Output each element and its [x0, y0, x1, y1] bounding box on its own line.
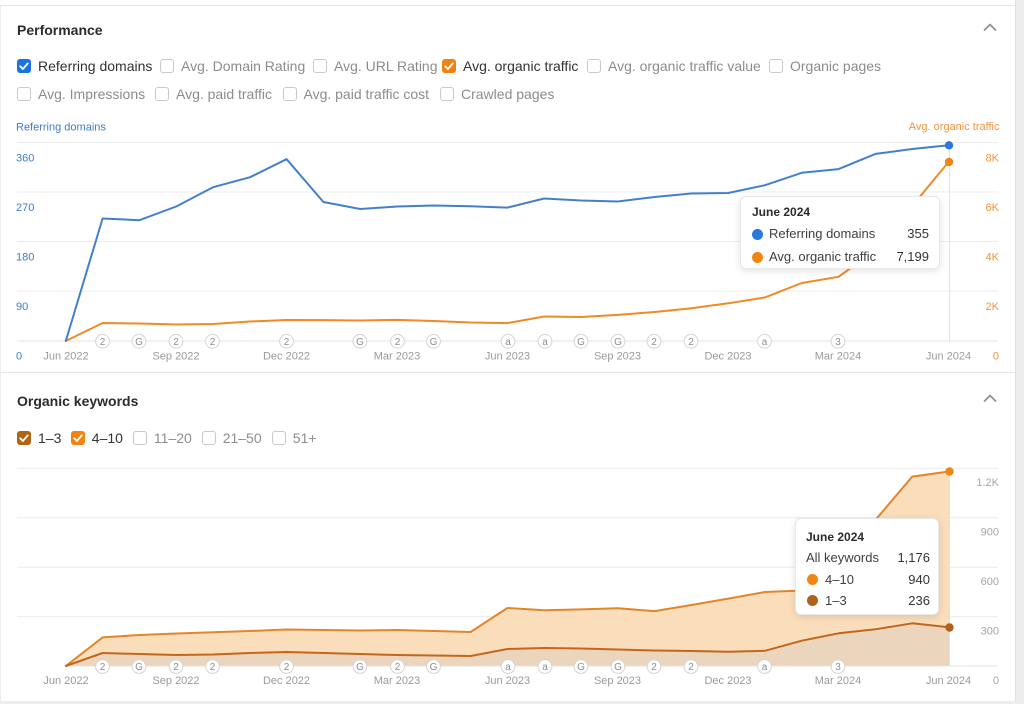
- svg-text:a: a: [542, 337, 548, 348]
- svg-text:Mar 2024: Mar 2024: [815, 351, 861, 363]
- svg-text:0: 0: [993, 351, 999, 363]
- svg-text:0: 0: [993, 675, 999, 687]
- svg-text:2: 2: [210, 337, 216, 348]
- svg-text:900: 900: [981, 527, 999, 539]
- svg-text:600: 600: [981, 576, 999, 588]
- svg-text:Referring domains: Referring domains: [16, 122, 106, 134]
- svg-text:a: a: [505, 662, 511, 673]
- svg-text:2: 2: [284, 337, 290, 348]
- svg-text:2: 2: [651, 662, 657, 673]
- svg-text:2K: 2K: [986, 301, 1000, 313]
- svg-text:Sep 2022: Sep 2022: [152, 675, 199, 687]
- svg-text:Sep 2022: Sep 2022: [152, 351, 199, 363]
- svg-text:2: 2: [395, 662, 401, 673]
- svg-text:a: a: [505, 337, 511, 348]
- svg-text:G: G: [430, 337, 438, 348]
- svg-text:6K: 6K: [986, 202, 1000, 214]
- svg-text:8K: 8K: [986, 153, 1000, 165]
- svg-text:Jun 2023: Jun 2023: [485, 351, 530, 363]
- svg-text:a: a: [542, 662, 548, 673]
- svg-text:Sep 2023: Sep 2023: [594, 675, 641, 687]
- svg-text:2: 2: [100, 337, 106, 348]
- svg-text:2: 2: [395, 337, 401, 348]
- svg-text:270: 270: [16, 202, 34, 214]
- svg-text:2: 2: [688, 662, 694, 673]
- svg-text:Mar 2023: Mar 2023: [374, 675, 420, 687]
- svg-text:360: 360: [16, 153, 34, 165]
- svg-text:Dec 2023: Dec 2023: [704, 351, 751, 363]
- svg-text:G: G: [614, 662, 622, 673]
- svg-text:1.2K: 1.2K: [976, 477, 999, 489]
- svg-text:a: a: [762, 662, 768, 673]
- svg-text:Jun 2022: Jun 2022: [43, 675, 88, 687]
- svg-text:180: 180: [16, 252, 34, 264]
- svg-text:0: 0: [16, 351, 22, 363]
- svg-text:a: a: [762, 337, 768, 348]
- svg-text:2: 2: [284, 662, 290, 673]
- svg-text:Mar 2024: Mar 2024: [815, 675, 861, 687]
- svg-text:2: 2: [100, 662, 106, 673]
- svg-text:G: G: [614, 337, 622, 348]
- svg-text:Jun 2023: Jun 2023: [485, 675, 530, 687]
- svg-text:G: G: [430, 662, 438, 673]
- svg-text:2: 2: [210, 662, 216, 673]
- svg-text:2: 2: [173, 337, 179, 348]
- svg-text:G: G: [577, 662, 585, 673]
- svg-text:4K: 4K: [986, 252, 1000, 264]
- svg-text:90: 90: [16, 301, 28, 313]
- svg-text:2: 2: [688, 337, 694, 348]
- svg-text:3: 3: [835, 662, 841, 673]
- svg-text:Dec 2022: Dec 2022: [263, 351, 310, 363]
- svg-text:G: G: [135, 662, 143, 673]
- svg-text:Jun 2022: Jun 2022: [43, 351, 88, 363]
- svg-text:G: G: [577, 337, 585, 348]
- svg-text:G: G: [135, 337, 143, 348]
- svg-text:Avg. organic traffic: Avg. organic traffic: [909, 121, 1000, 133]
- svg-text:Dec 2022: Dec 2022: [263, 675, 310, 687]
- svg-text:2: 2: [651, 337, 657, 348]
- svg-text:300: 300: [981, 626, 999, 638]
- svg-text:Dec 2023: Dec 2023: [704, 675, 751, 687]
- svg-text:G: G: [356, 337, 364, 348]
- svg-text:2: 2: [173, 662, 179, 673]
- svg-text:Sep 2023: Sep 2023: [594, 351, 641, 363]
- svg-text:3: 3: [835, 337, 841, 348]
- svg-text:Jun 2024: Jun 2024: [926, 675, 971, 687]
- svg-text:Mar 2023: Mar 2023: [374, 351, 420, 363]
- svg-text:Jun 2024: Jun 2024: [926, 351, 971, 363]
- svg-text:G: G: [356, 662, 364, 673]
